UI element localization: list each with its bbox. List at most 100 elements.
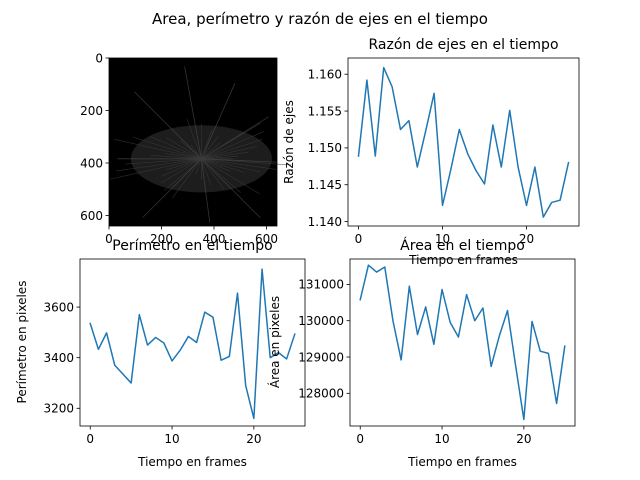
area-series-line [359, 264, 566, 421]
image-y-ticks: 0 200 400 600 [80, 51, 109, 223]
perimeter-y-tick-label: 3200 [43, 402, 74, 416]
ratio-x-label: Tiempo en frames [408, 253, 518, 267]
area-y-tick-label: 129000 [298, 350, 344, 364]
perimeter-y-tick-label: 3400 [43, 351, 74, 365]
area-frame [349, 258, 576, 427]
cell-fiber [201, 158, 212, 186]
ratio-x-ticks: 0 10 20 [355, 226, 534, 246]
image-y-tick-label: 200 [80, 104, 103, 118]
area-x-tick-label: 20 [516, 432, 531, 446]
figure-suptitle: Area, perímetro y razón de ejes en el ti… [152, 10, 488, 28]
image-x-tick-label: 400 [203, 232, 226, 246]
cell-fiber [150, 136, 202, 160]
cell-filament [142, 158, 202, 218]
cell-filament [201, 158, 211, 223]
perimeter-x-ticks: 0 10 20 [86, 426, 262, 446]
cell-filament [201, 158, 261, 218]
ratio-panel: Razón de ejes en el tiempo 0 10 20 1.1401.… [282, 37, 580, 267]
cell-fiber [171, 158, 202, 199]
area-y-label: Área en pixeles [267, 296, 282, 388]
perimeter-x-tick-label: 0 [86, 432, 94, 446]
cell-fiber [201, 142, 221, 160]
cell-filament [184, 66, 202, 159]
cell-fiber [201, 151, 249, 160]
cell-fiber [164, 153, 202, 160]
ratio-x-tick-label: 10 [435, 232, 450, 246]
ratio-y-label: Razón de ejes [282, 100, 296, 184]
cell-fiber [114, 139, 202, 160]
image-y-tick-label: 400 [80, 156, 103, 170]
cell-fiber [160, 158, 202, 184]
area-x-label: Tiempo en frames [407, 455, 517, 469]
ratio-y-tick-label: 1.150 [308, 141, 342, 155]
ratio-title: Razón de ejes en el tiempo [368, 37, 558, 53]
cell-fiber [110, 158, 202, 180]
cell-fiber [201, 139, 263, 160]
perimeter-series-line [89, 268, 296, 420]
cell-fiber [195, 158, 202, 175]
cell-fiber [201, 146, 258, 160]
image-frame [108, 57, 278, 227]
cell-fiber [201, 122, 261, 160]
area-y-ticks: 128000 129000 130000 131000 [298, 278, 350, 401]
area-y-tick-label: 130000 [298, 314, 344, 328]
perimeter-title: Perímetro en el tiempo [112, 238, 272, 254]
cell-fiber [201, 158, 225, 190]
ratio-frame [347, 57, 580, 227]
ratio-series-line [357, 66, 570, 218]
cell-fiber [150, 154, 202, 160]
area-panel: Área en el tiempo 0 10 20 128000 129000 1300… [267, 237, 576, 469]
perimeter-y-label: Perímetro en pixeles [15, 281, 29, 404]
cell-fiber [166, 158, 202, 171]
image-y-tick-label: 0 [95, 51, 103, 65]
cell-fiber [186, 118, 202, 159]
perimeter-x-tick-label: 10 [164, 432, 179, 446]
cell-fiber [190, 144, 202, 159]
cell-fiber [201, 131, 264, 160]
cell-fiber [132, 136, 202, 160]
cell-fiber [201, 158, 230, 172]
ratio-y-tick-label: 1.155 [308, 104, 342, 118]
ratio-y-tick-label: 1.140 [308, 215, 342, 229]
perimeter-panel: Perímetro en el tiempo 0 10 20 3200 3400 360… [15, 238, 306, 469]
area-x-tick-label: 10 [434, 432, 449, 446]
area-y-tick-label: 131000 [298, 278, 344, 292]
cell-fiber [180, 140, 202, 160]
cell-filament [133, 91, 202, 160]
ratio-x-tick-label: 20 [519, 232, 534, 246]
image-x-ticks: 0 200 400 600 [105, 226, 278, 246]
ratio-y-tick-label: 1.160 [308, 68, 342, 82]
cell-fiber [166, 137, 202, 160]
area-y-tick-label: 128000 [298, 387, 344, 401]
cell-fiber [201, 158, 292, 166]
image-x-tick-label: 600 [255, 232, 278, 246]
perimeter-y-tick-label: 3600 [43, 300, 74, 314]
perimeter-x-tick-label: 20 [246, 432, 261, 446]
area-title: Área en el tiempo [400, 237, 525, 254]
image-panel: 0 200 400 600 0 200 400 600 [80, 51, 292, 246]
cell-fiber [201, 155, 238, 160]
image-x-tick-label: 0 [105, 232, 113, 246]
cell-fiber [201, 158, 245, 173]
ratio-x-tick-label: 0 [355, 232, 363, 246]
perimeter-y-ticks: 3200 3400 3600 [43, 300, 80, 416]
cell-fiber [201, 158, 260, 195]
cell-fiber [201, 129, 213, 159]
area-x-tick-label: 0 [356, 432, 364, 446]
ratio-y-tick-label: 1.145 [308, 178, 342, 192]
ratio-y-ticks: 1.140 1.145 1.150 1.155 1.160 [308, 68, 348, 229]
cell-fiber [116, 158, 202, 172]
cell-filament [201, 83, 236, 159]
area-x-ticks: 0 10 20 [356, 426, 532, 446]
cell-fiber [201, 158, 277, 170]
perimeter-x-label: Tiempo en frames [137, 455, 247, 469]
cell-image [109, 58, 292, 226]
perimeter-frame [79, 258, 306, 427]
cell-filament [201, 158, 278, 163]
cell-fiber [201, 158, 241, 193]
cell-fiber [201, 158, 260, 173]
cell-fiber [161, 158, 202, 177]
cell-fiber [164, 158, 202, 191]
image-y-tick-label: 600 [80, 209, 103, 223]
